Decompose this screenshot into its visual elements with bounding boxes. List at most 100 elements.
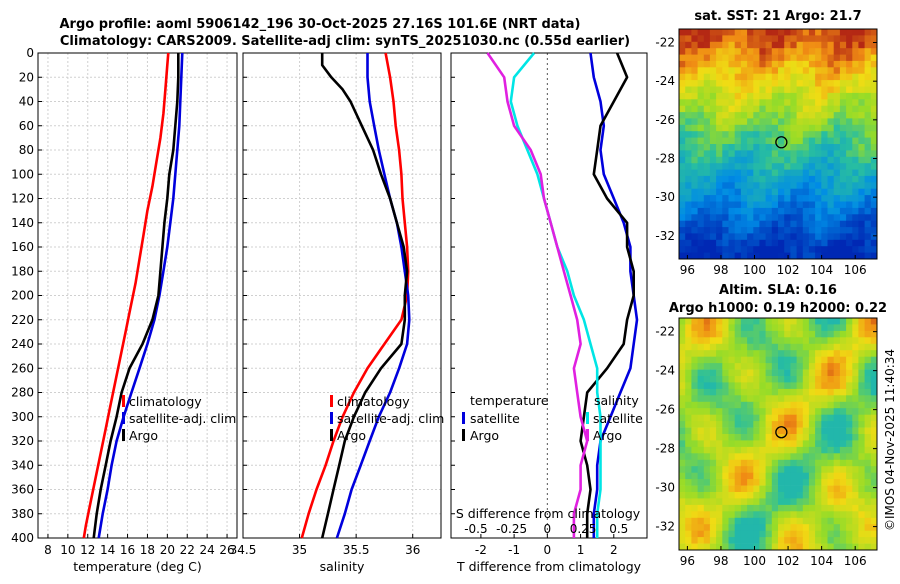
map-cell — [728, 369, 736, 377]
map-cell — [858, 29, 865, 36]
map-cell — [771, 356, 779, 364]
map-cell — [784, 356, 791, 364]
map-cell — [709, 137, 717, 145]
map-cell — [703, 150, 711, 158]
map-cell — [697, 73, 705, 81]
map-cell — [852, 214, 859, 222]
map-cell — [864, 530, 872, 538]
map-cell — [778, 169, 785, 177]
map-cell — [790, 214, 797, 222]
map-cell — [839, 163, 847, 170]
map-cell — [784, 131, 791, 138]
map-cell — [852, 446, 859, 454]
map-cell — [716, 421, 723, 428]
map-cell — [790, 188, 797, 196]
map-cell — [716, 73, 723, 81]
map-cell — [709, 492, 717, 499]
map-cell — [722, 35, 729, 43]
map-cell — [728, 252, 736, 260]
map-cell — [821, 150, 828, 158]
map-cell — [815, 363, 822, 370]
map-cell — [796, 517, 804, 525]
map-cell — [747, 252, 754, 260]
map-cell — [679, 156, 686, 164]
map-cell — [858, 388, 865, 396]
map-cell — [839, 207, 847, 215]
map-cell — [722, 524, 729, 531]
map-cell — [722, 530, 729, 538]
map-x-tick-label-1: 98 — [713, 263, 728, 277]
map-cell — [858, 466, 865, 473]
map-cell — [722, 73, 729, 81]
map-cell — [765, 543, 773, 551]
map-cell — [796, 466, 804, 473]
map-cell — [778, 48, 785, 55]
map-cell — [827, 54, 835, 62]
map-cell — [697, 201, 705, 209]
map-cell — [839, 492, 847, 499]
map-cell — [839, 220, 847, 228]
map-cell — [815, 498, 822, 506]
map-cell — [685, 220, 692, 228]
map-cell — [722, 485, 729, 493]
map-cell — [771, 60, 779, 68]
map-cell — [802, 99, 810, 107]
map-cell — [691, 41, 698, 49]
map-cell — [833, 175, 841, 183]
map-cell — [858, 124, 865, 132]
x-tick-label-0: 8 — [44, 543, 52, 557]
map-cell — [753, 337, 760, 345]
map-cell — [846, 207, 853, 215]
map-cell — [771, 517, 779, 525]
map-cell — [679, 175, 686, 183]
map-cell — [771, 112, 779, 119]
map-cell — [808, 29, 816, 36]
map-cell — [827, 466, 835, 473]
map-cell — [864, 175, 872, 183]
map-cell — [864, 163, 872, 170]
map-cell — [839, 376, 847, 383]
map-cell — [846, 246, 853, 253]
map-cell — [852, 453, 859, 461]
map-cell — [833, 318, 841, 325]
map-cell — [858, 446, 865, 454]
map-cell — [864, 144, 872, 151]
map-cell — [815, 524, 822, 531]
map-cell — [790, 92, 797, 100]
map-cell — [716, 80, 723, 87]
map-cell — [858, 73, 865, 81]
map-cell — [796, 492, 804, 499]
map-cell — [685, 92, 692, 100]
map-cell — [716, 543, 723, 551]
map-cell — [765, 29, 773, 36]
map-cell — [740, 233, 748, 241]
map-cell — [864, 92, 872, 100]
map-cell — [753, 453, 760, 461]
map-cell — [740, 363, 748, 370]
map-cell — [778, 466, 785, 473]
map-cell — [790, 382, 797, 390]
map-cell — [870, 207, 878, 215]
map-cell — [697, 29, 705, 36]
map-cell — [852, 35, 859, 43]
map-cell — [703, 131, 711, 138]
map-cell — [808, 434, 816, 441]
map-cell — [808, 239, 816, 247]
map-cell — [821, 92, 828, 100]
map-cell — [691, 453, 698, 461]
map-cell — [765, 369, 773, 377]
map-cell — [827, 472, 835, 480]
map-cell — [709, 118, 717, 126]
map-cell — [796, 537, 804, 544]
map-cell — [833, 401, 841, 409]
map-cell — [870, 124, 878, 132]
map-cell — [839, 440, 847, 448]
map-cell — [747, 29, 754, 36]
map-cell — [685, 233, 692, 241]
map-x-tick-label-2: 100 — [743, 554, 766, 568]
map-cell — [833, 414, 841, 422]
map-cell — [728, 446, 736, 454]
map-cell — [765, 60, 773, 68]
map-cell — [821, 427, 828, 435]
map-cell — [728, 356, 736, 364]
